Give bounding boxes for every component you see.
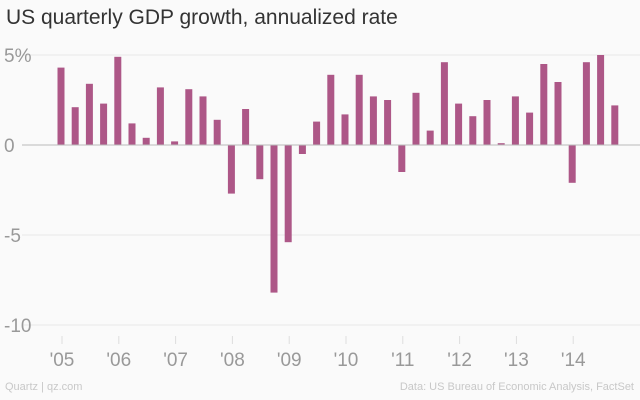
bar-2009Q3 (313, 121, 321, 145)
bar-2013Q2 (526, 112, 534, 145)
bar-2005Q4 (100, 103, 108, 145)
x-tick-label: '08 (220, 350, 245, 371)
x-tick-label: '07 (163, 350, 188, 371)
bar-2007Q4 (213, 119, 221, 145)
bar-2014Q2 (582, 62, 590, 146)
bar-2011Q1 (398, 145, 406, 172)
bar-2006Q2 (128, 123, 136, 145)
bar-2007Q2 (185, 89, 193, 145)
bar-2010Q2 (355, 74, 363, 145)
y-tick-label: -10 (4, 316, 31, 337)
bar-2005Q3 (85, 83, 93, 145)
bar-2009Q4 (327, 74, 335, 145)
x-tick-label: '09 (277, 350, 302, 371)
bar-2013Q4 (554, 82, 562, 145)
bar-2014Q1 (568, 145, 576, 183)
y-tick-label: 5% (4, 46, 32, 67)
bar-2011Q4 (440, 62, 448, 146)
bar-2012Q3 (483, 100, 491, 145)
x-tick-label: '11 (391, 350, 414, 371)
y-tick-label: -5 (4, 226, 21, 247)
bar-2014Q4 (611, 105, 619, 145)
bar-2013Q3 (540, 64, 548, 145)
bar-2010Q3 (369, 96, 377, 145)
bar-2007Q3 (199, 96, 207, 145)
x-tick-label: '05 (50, 350, 75, 371)
bar-2006Q4 (156, 87, 164, 145)
x-tick-label: '12 (447, 350, 472, 371)
bar-2012Q1 (455, 103, 463, 145)
bar-2008Q2 (242, 109, 250, 145)
bar-2010Q4 (384, 100, 392, 145)
bar-2006Q3 (142, 137, 150, 145)
bar-2011Q2 (412, 92, 420, 145)
y-tick-label: 0 (4, 136, 15, 157)
bar-2008Q1 (227, 145, 235, 194)
x-tick-label: '06 (106, 350, 131, 371)
footer-data-source: Data: US Bureau of Economic Analysis, Fa… (399, 381, 634, 393)
bar-2010Q1 (341, 114, 349, 145)
bar-2008Q4 (270, 145, 278, 293)
bar-2005Q2 (71, 107, 79, 145)
bar-2009Q1 (284, 145, 292, 243)
bar-2007Q1 (171, 141, 179, 145)
bar-2006Q1 (114, 56, 122, 145)
bar-2009Q2 (298, 145, 306, 154)
bar-2014Q3 (597, 55, 605, 145)
footer-source-credit: Quartz | qz.com (5, 381, 83, 393)
bar-2013Q1 (511, 96, 519, 145)
x-tick-label: '14 (561, 350, 586, 371)
x-tick-label: '10 (334, 350, 359, 371)
bar-2005Q1 (57, 67, 65, 145)
bar-2008Q3 (256, 145, 264, 180)
chart-title: US quarterly GDP growth, annualized rate (6, 6, 398, 29)
bar-2012Q4 (497, 143, 505, 145)
bar-2012Q2 (469, 116, 477, 145)
bar-2011Q3 (426, 130, 434, 145)
x-tick-label: '13 (504, 350, 529, 371)
